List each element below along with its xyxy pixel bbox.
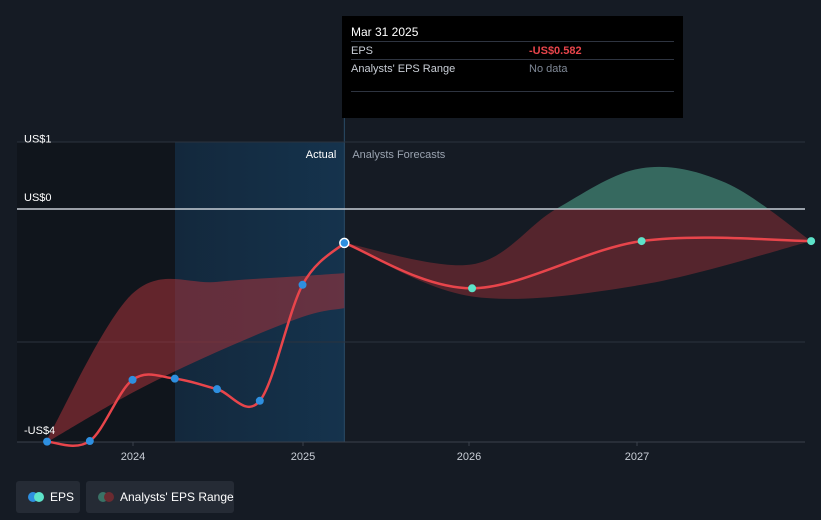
- eps-point-forecast-1[interactable]: [468, 284, 477, 293]
- eps-range-band-actual: [47, 273, 345, 443]
- tooltip-row-eps: EPS -US$0.582: [351, 41, 674, 60]
- tooltip: Mar 31 2025 EPS -US$0.582 Analysts' EPS …: [342, 16, 683, 118]
- y-tick-label-1: US$0: [24, 192, 52, 204]
- eps-line-forecast: [343, 236, 812, 290]
- tooltip-row-range: Analysts' EPS Range No data: [351, 59, 674, 78]
- eps-point-actual-5[interactable]: [255, 396, 264, 405]
- eps-point-forecast-2[interactable]: [637, 237, 646, 246]
- tooltip-divider: [351, 91, 674, 93]
- legend-eps-label: EPS: [50, 490, 75, 504]
- eps-range-legend-icon: [98, 492, 116, 502]
- x-tick-label-2: 2026: [457, 451, 481, 463]
- tooltip-range-value: No data: [529, 63, 568, 75]
- forecast-section-label: Analysts Forecasts: [352, 149, 445, 161]
- tooltip-eps-value: -US$0.582: [529, 45, 582, 57]
- tooltip-eps-key: EPS: [351, 45, 374, 57]
- legend-eps-range-label: Analysts' EPS Range: [120, 490, 234, 504]
- actual-section-label: Actual: [306, 149, 337, 161]
- y-tick-label-0: US$1: [24, 134, 52, 146]
- legend-eps-range[interactable]: Analysts' EPS Range: [86, 481, 234, 513]
- eps-point-actual-1[interactable]: [85, 437, 94, 446]
- legend-eps[interactable]: EPS: [16, 481, 80, 513]
- eps-point-actual-3[interactable]: [170, 374, 179, 383]
- tooltip-date: Mar 31 2025: [351, 25, 419, 39]
- eps-line-actual: [46, 241, 346, 447]
- eps-point-actual-6[interactable]: [298, 280, 307, 289]
- x-tick-label-3: 2027: [625, 451, 649, 463]
- eps-point-forecast-3[interactable]: [807, 237, 816, 246]
- x-tick-label-0: 2024: [121, 451, 145, 463]
- eps-range-band-forecast-positive: [556, 166, 769, 209]
- eps-point-actual-7[interactable]: [339, 237, 350, 249]
- tooltip-range-key: Analysts' EPS Range: [351, 63, 456, 75]
- y-tick-label-2: -US$4: [24, 425, 55, 437]
- eps-point-actual-4[interactable]: [213, 385, 222, 394]
- x-tick-label-1: 2025: [291, 451, 315, 463]
- eps-range-band-forecast-negative: [344, 209, 812, 299]
- eps-legend-icon: [28, 492, 46, 502]
- eps-point-actual-0[interactable]: [43, 437, 52, 446]
- eps-point-actual-2[interactable]: [128, 375, 137, 384]
